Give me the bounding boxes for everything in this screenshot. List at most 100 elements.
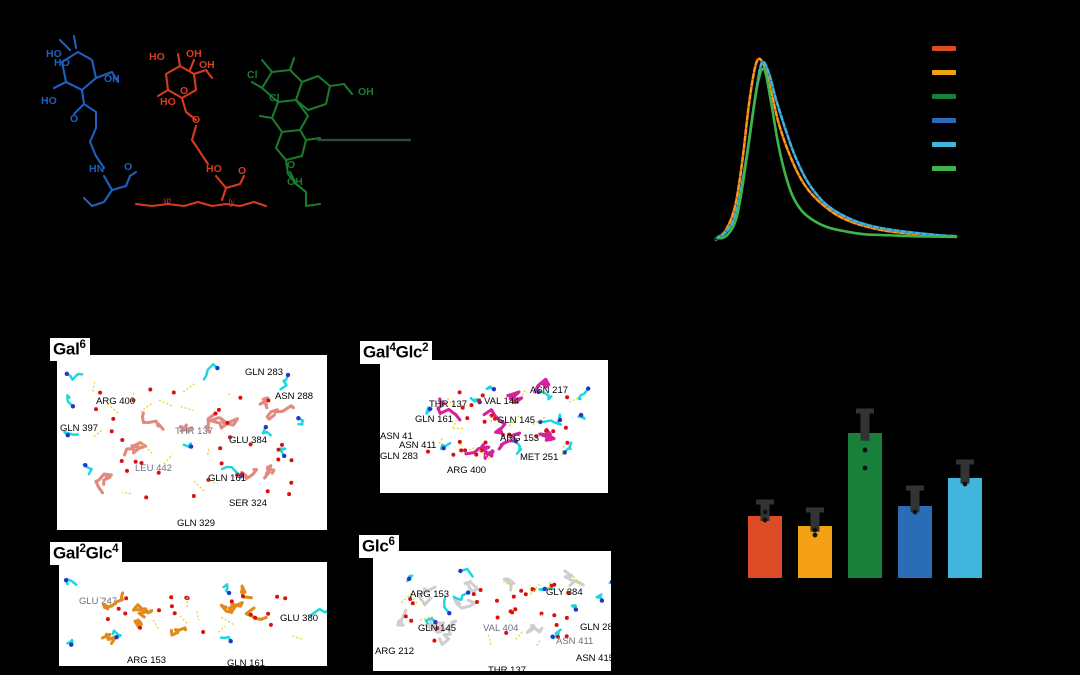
oxygen-atom xyxy=(125,468,129,473)
oxygen-atom xyxy=(495,615,500,620)
data-point xyxy=(962,481,968,487)
atom-label: HO xyxy=(41,95,57,107)
oxygen-atom xyxy=(275,594,280,599)
ligand-stick xyxy=(464,443,494,458)
nitrogen-atom xyxy=(285,372,291,378)
oxygen-atom xyxy=(480,393,485,398)
molecular-render-gal4glc2 xyxy=(425,377,591,460)
residue-label: GLN 329 xyxy=(177,518,216,529)
oxygen-atom xyxy=(253,615,258,620)
residue-stick xyxy=(514,440,523,455)
nitrogen-atom xyxy=(609,579,611,584)
oxygen-atom xyxy=(219,461,224,466)
oxygen-atom xyxy=(123,611,128,616)
residue-label: ASN 288 xyxy=(275,391,314,402)
oxygen-atom xyxy=(148,387,153,392)
oxygen-atom xyxy=(120,438,125,442)
oxygen-atom xyxy=(191,494,196,498)
residue-label: ARG 400 xyxy=(96,396,136,407)
panel-title-gal2glc4: Gal2Glc4 xyxy=(50,542,123,565)
oxygen-atom xyxy=(225,420,230,425)
oxygen-atom xyxy=(248,612,253,617)
bar[interactable] xyxy=(848,433,882,578)
hydrogen-bond xyxy=(220,616,234,625)
oxygen-atom xyxy=(483,440,488,445)
legend-item[interactable] xyxy=(932,158,1072,179)
green-aglycone-rings xyxy=(250,56,354,208)
panel-title-gal2glc4-sup2: 4 xyxy=(112,543,119,555)
oxygen-atom xyxy=(408,597,413,601)
panel-gal2glc4: GLU 247 ARG 153 GLN 161 GLU 380 xyxy=(59,562,327,666)
ligand-stick xyxy=(131,603,154,619)
oxygen-atom xyxy=(133,459,138,464)
bar[interactable] xyxy=(948,478,982,578)
ligand-stick xyxy=(533,377,551,394)
atom-label: HO xyxy=(149,51,165,63)
atom-label: O xyxy=(70,113,78,125)
oxygen-atom xyxy=(539,611,544,616)
hydrogen-bond xyxy=(487,634,492,645)
residue-label: GLN 283 xyxy=(380,451,419,462)
legend-item[interactable] xyxy=(932,134,1072,155)
panel-title-gal2glc4-sup: 2 xyxy=(79,543,86,555)
atom-label: HO xyxy=(54,57,70,69)
oxygen-atom xyxy=(138,625,142,630)
oxygen-atom xyxy=(565,395,570,400)
oxygen-atom xyxy=(409,618,414,623)
hydrogen-bond xyxy=(409,594,418,604)
hydrogen-bond xyxy=(213,481,218,485)
residue-label: THR 137 xyxy=(175,426,214,437)
nitrogen-atom xyxy=(69,642,74,647)
residue-label: ARG 153 xyxy=(500,433,540,444)
residue-stick xyxy=(577,387,590,401)
residue-stick xyxy=(308,607,327,618)
oxygen-atom xyxy=(495,598,499,603)
ligand-stick xyxy=(452,595,477,610)
atom-label: Cl xyxy=(269,92,280,104)
hydrogen-bond xyxy=(152,619,160,631)
legend-item[interactable] xyxy=(932,110,1072,131)
hydrogen-bond xyxy=(521,389,526,396)
oxygen-atom xyxy=(519,588,524,593)
oxygen-atom xyxy=(280,442,284,447)
nitrogen-atom xyxy=(83,463,88,468)
legend-swatch-2 xyxy=(932,70,956,75)
molecular-render-glc6 xyxy=(396,567,611,648)
nitrogen-atom xyxy=(562,450,567,455)
residue-stick xyxy=(202,363,219,381)
nitrogen-atom xyxy=(536,389,541,395)
legend-item[interactable] xyxy=(932,86,1072,107)
oxygen-atom xyxy=(218,446,223,451)
oxygen-atom xyxy=(410,601,415,606)
panel-title-glc6: Glc6 xyxy=(359,535,399,558)
bar[interactable] xyxy=(898,506,932,578)
oxygen-atom xyxy=(551,429,556,434)
legend-swatch-4 xyxy=(932,118,956,123)
hydrogen-bond xyxy=(468,447,475,451)
atom-label: O xyxy=(180,85,188,97)
residue-label: ASN 415 xyxy=(576,653,611,664)
ligand-stick xyxy=(482,408,507,435)
nitrogen-atom xyxy=(599,598,605,603)
ligand-stick xyxy=(430,625,448,635)
bar[interactable] xyxy=(748,516,782,578)
hydrogen-bond xyxy=(179,615,188,624)
oxygen-atom xyxy=(289,480,294,485)
residue-label: GLU 384 xyxy=(229,435,268,446)
oxygen-atom xyxy=(565,440,570,445)
nitrogen-atom xyxy=(513,439,518,444)
residue-stick xyxy=(537,390,553,401)
hydrogen-bond xyxy=(540,614,544,617)
atom-label: O xyxy=(238,165,246,177)
oxygen-atom xyxy=(238,395,243,400)
hydrogen-bond xyxy=(92,382,96,392)
residue-label: ASN 411 xyxy=(556,636,594,647)
residue-label: LEU 442 xyxy=(135,463,172,474)
nitrogen-atom xyxy=(466,590,471,595)
oxygen-atom xyxy=(403,614,408,619)
oxygen-atom xyxy=(229,599,234,604)
legend-item[interactable] xyxy=(932,38,1072,59)
legend-item[interactable] xyxy=(932,62,1072,83)
oxygen-atom xyxy=(109,429,114,434)
legend-swatch-6 xyxy=(932,166,956,171)
